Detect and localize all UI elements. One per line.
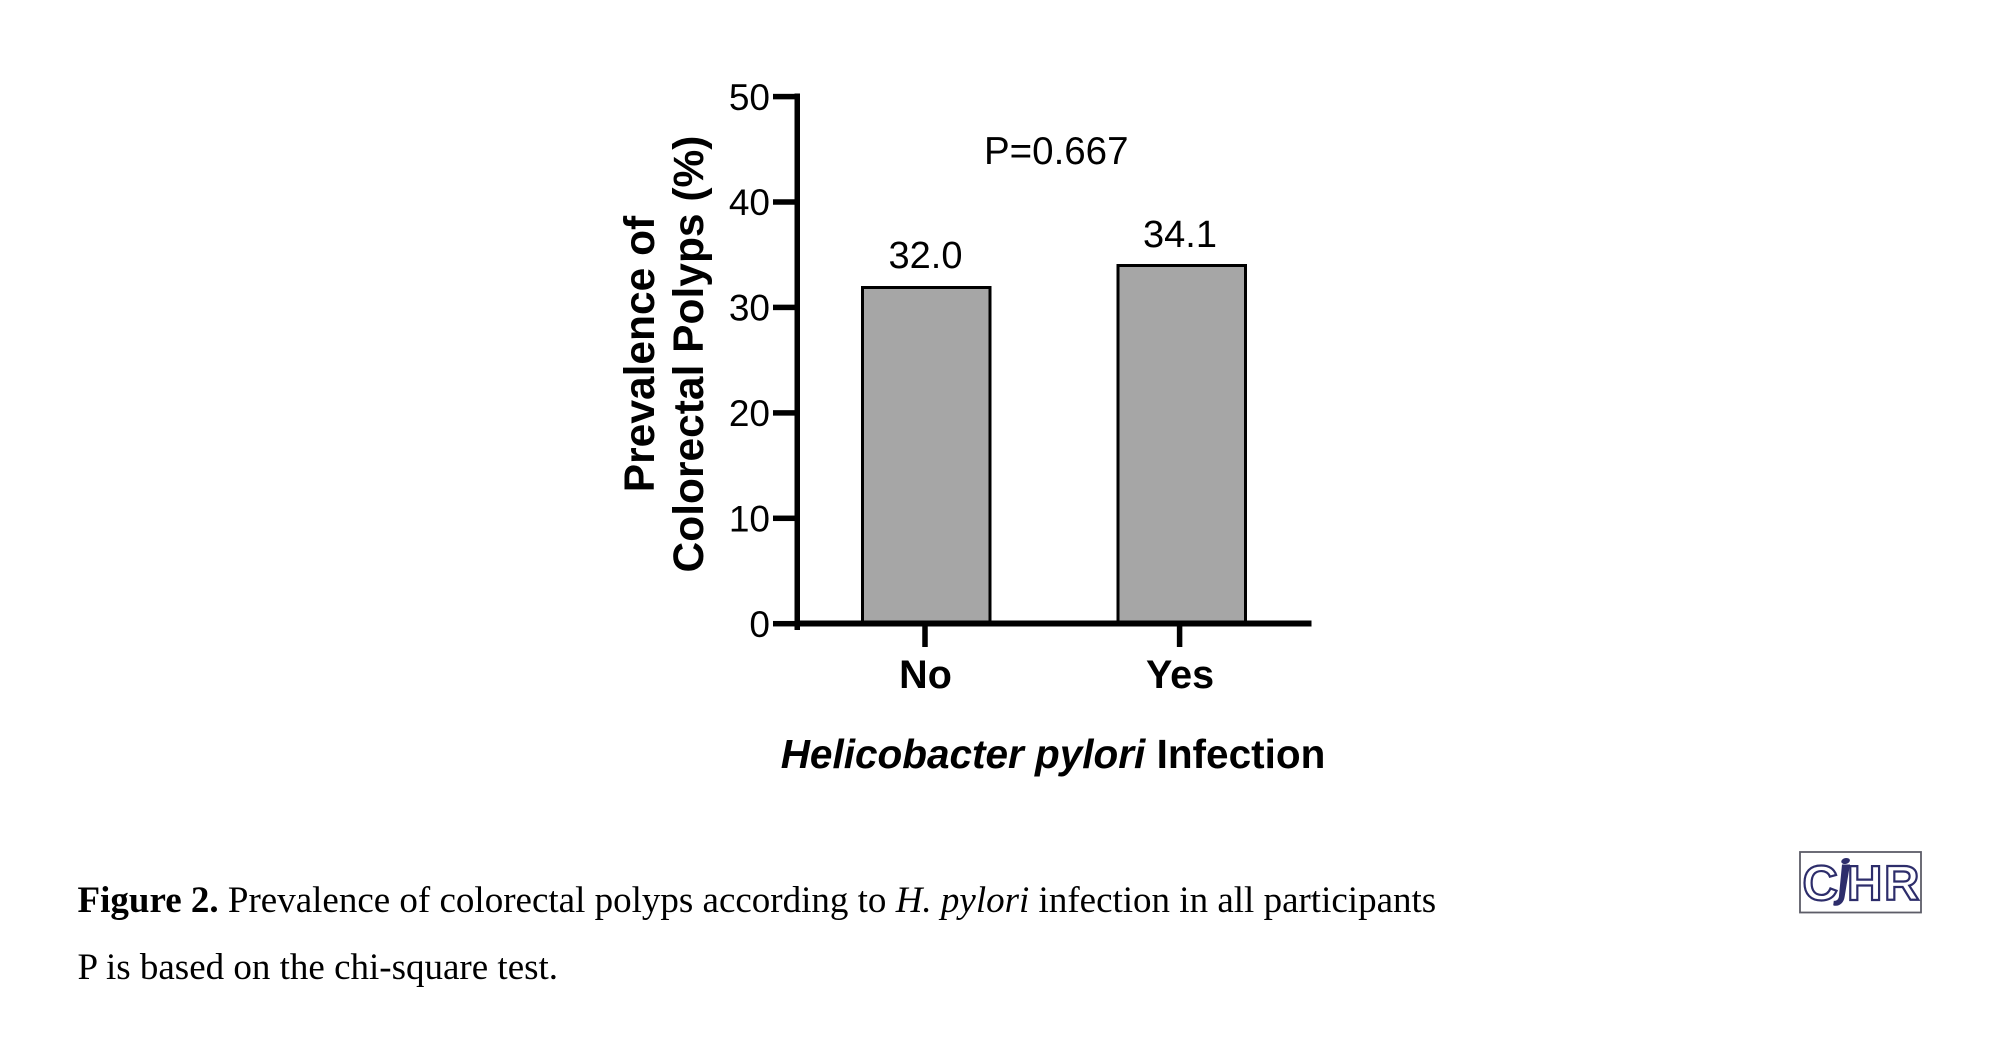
- svg-text:R: R: [1884, 857, 1919, 911]
- svg-text:Yes: Yes: [1146, 653, 1214, 697]
- svg-text:C: C: [1803, 857, 1838, 911]
- svg-text:P is based on the chi-square t: P is based on the chi-square test.: [78, 947, 559, 988]
- svg-text:40: 40: [729, 182, 770, 223]
- svg-text:32.0: 32.0: [889, 235, 963, 277]
- svg-text:20: 20: [729, 393, 770, 434]
- svg-text:Prevalence of: Prevalence of: [617, 215, 664, 492]
- svg-text:P=0.667: P=0.667: [984, 130, 1129, 173]
- svg-text:34.1: 34.1: [1143, 214, 1217, 256]
- svg-text:0: 0: [749, 604, 770, 645]
- svg-text:H: H: [1847, 857, 1882, 911]
- svg-text:Helicobacter pylori Infection: Helicobacter pylori Infection: [781, 731, 1326, 777]
- svg-text:Figure 2. Prevalence of colore: Figure 2. Prevalence of colorectal polyp…: [78, 880, 1437, 921]
- svg-text:No: No: [899, 653, 952, 697]
- svg-text:10: 10: [729, 499, 770, 540]
- svg-text:30: 30: [729, 288, 770, 329]
- svg-text:Colorectal Polyps (%): Colorectal Polyps (%): [666, 136, 713, 573]
- svg-text:50: 50: [729, 77, 770, 118]
